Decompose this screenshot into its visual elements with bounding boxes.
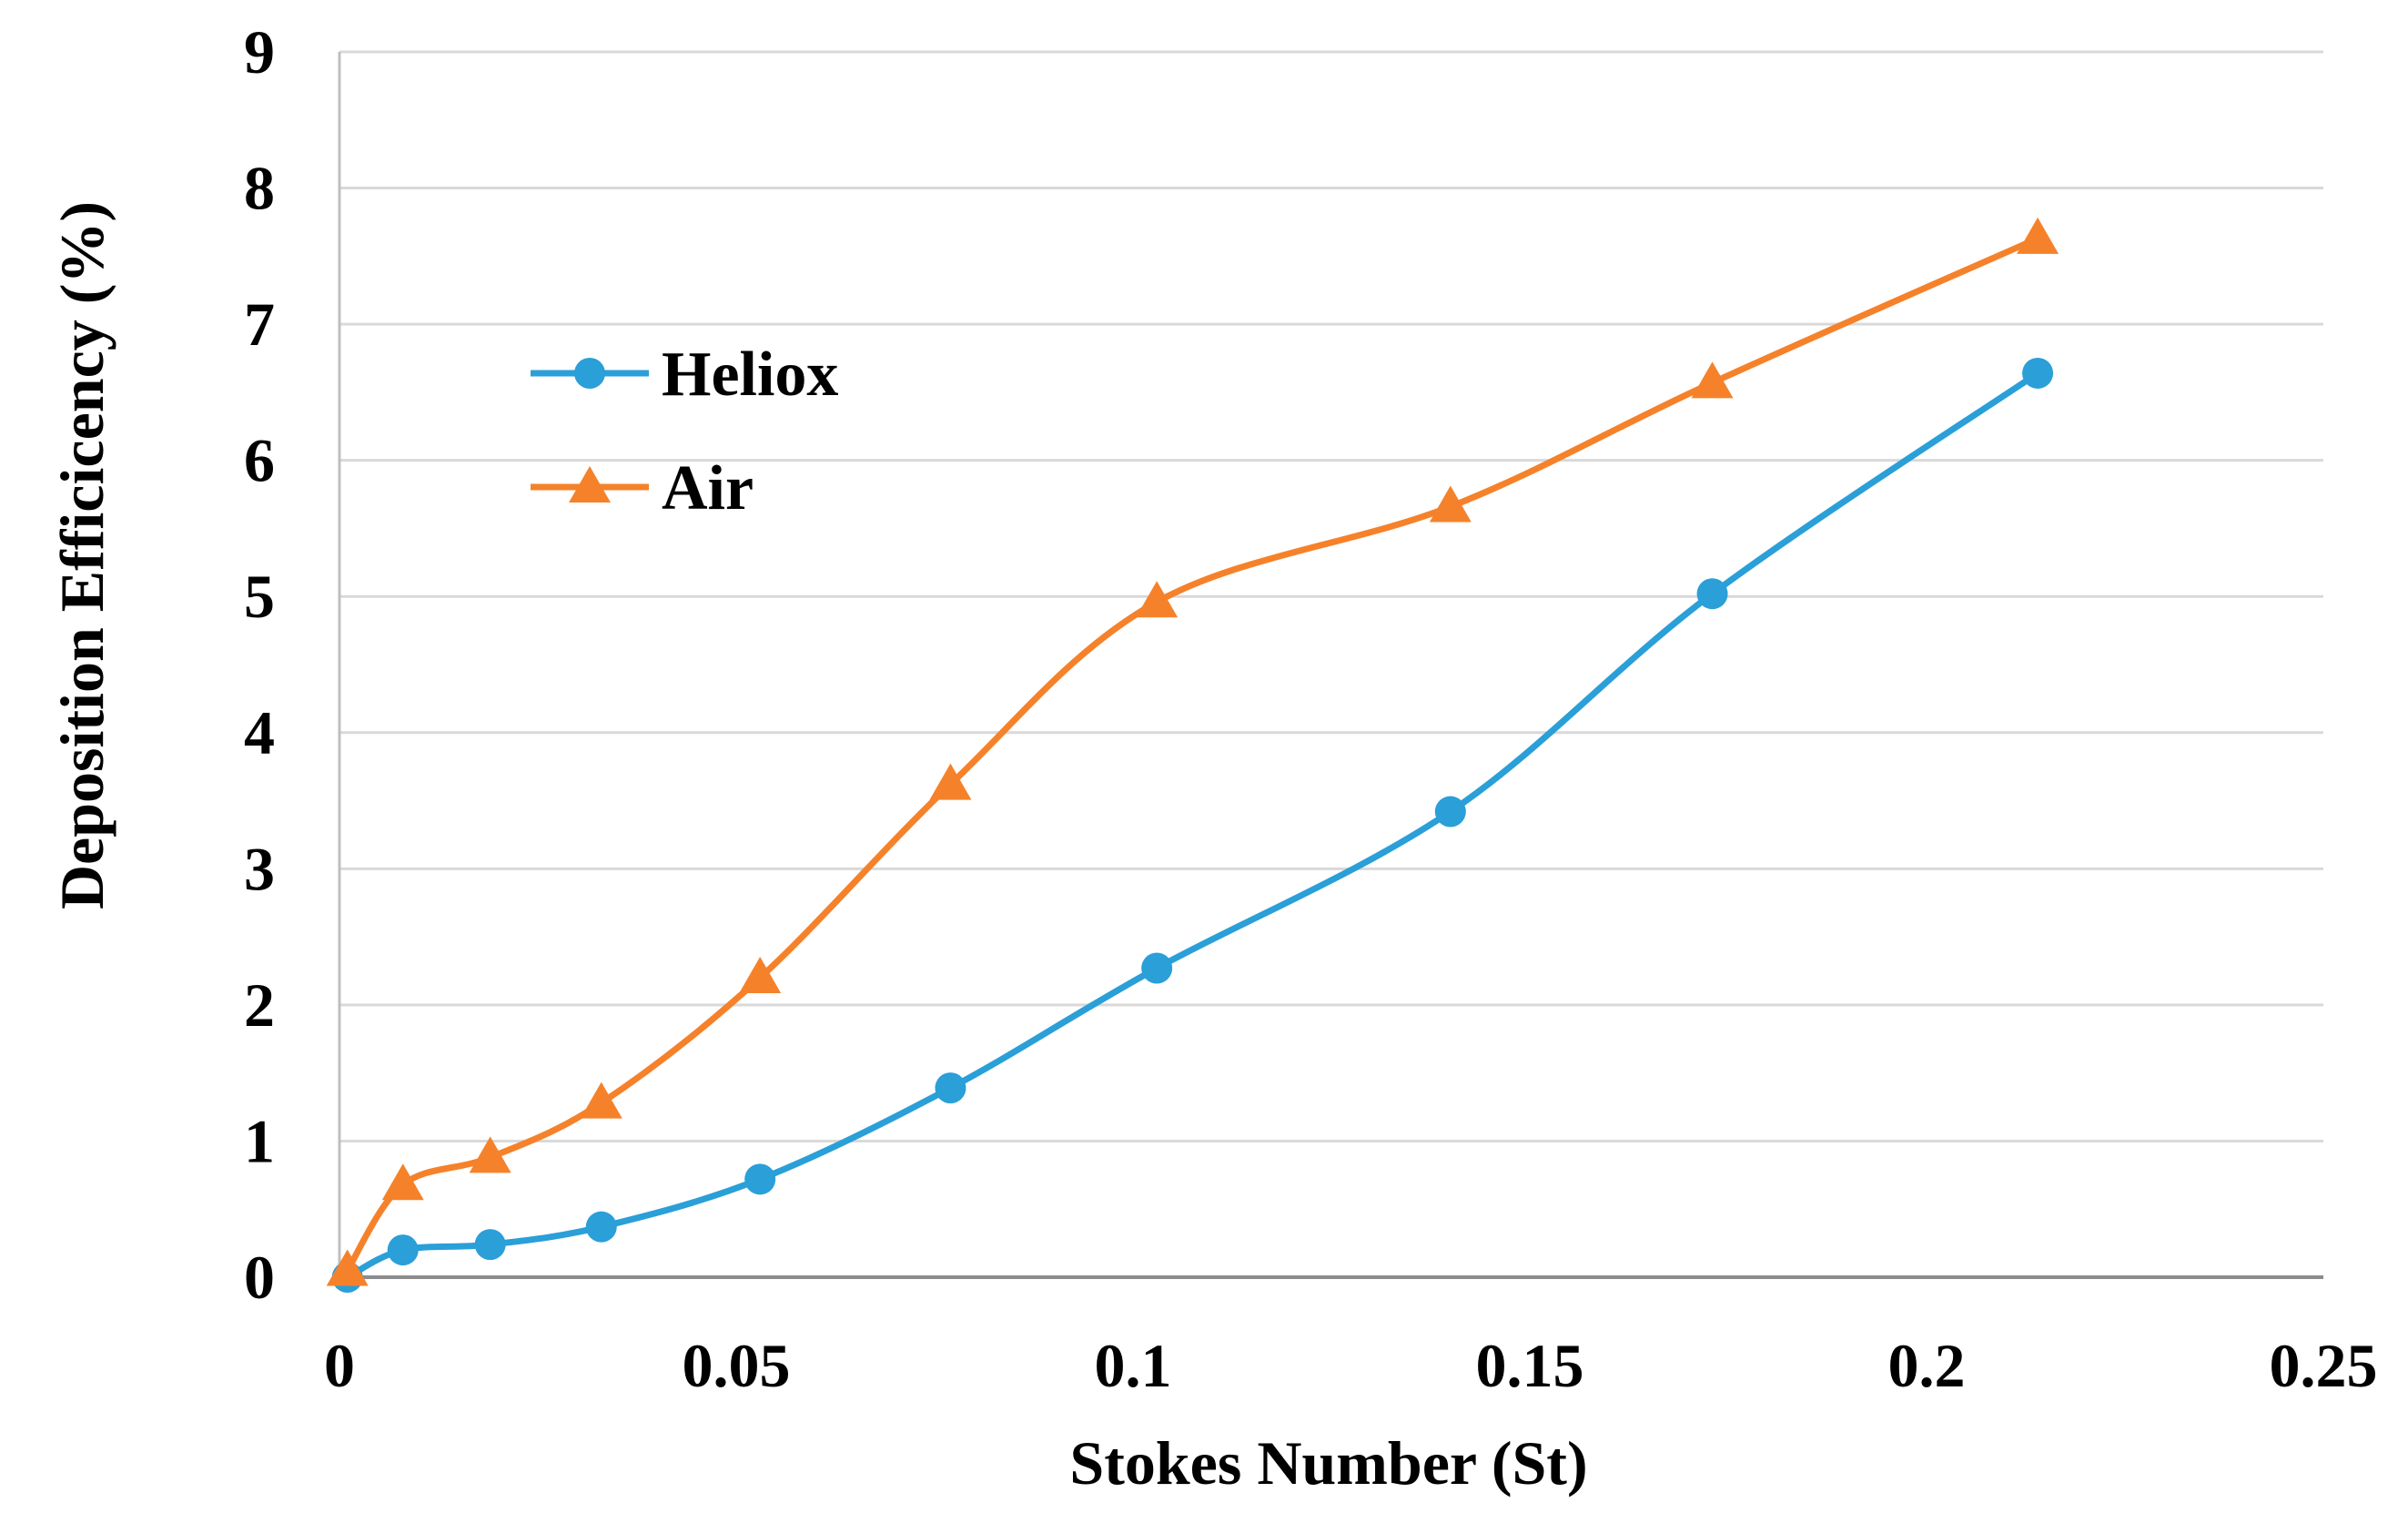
- data-point-air: [381, 1163, 424, 1201]
- y-tick-label: 1: [244, 1106, 275, 1175]
- y-tick-labels: 0 1 2 3 4 5 6 7 8 9: [244, 17, 275, 1312]
- y-tick-label: 4: [244, 698, 275, 767]
- data-point-heliox: [744, 1163, 776, 1195]
- data-point-air: [929, 763, 972, 800]
- axes: [338, 52, 2323, 1279]
- legend-item-air: Air: [531, 453, 754, 523]
- data-point-heliox: [935, 1072, 966, 1104]
- data-point-air: [739, 956, 782, 993]
- data-point-air: [1429, 485, 1472, 523]
- data-point-air: [326, 1249, 369, 1286]
- x-tick-labels: 0 0.05 0.1 0.15 0.2 0.25: [324, 1331, 2378, 1400]
- data-point-heliox: [474, 1229, 506, 1261]
- data-point-heliox: [387, 1234, 419, 1266]
- legend-label-air: Air: [662, 453, 754, 523]
- x-tick-label: 0.1: [1095, 1331, 1172, 1400]
- data-point-heliox: [585, 1211, 617, 1243]
- x-tick-label: 0.2: [1888, 1331, 1966, 1400]
- x-tick-label: 0.25: [2270, 1331, 2378, 1400]
- y-tick-label: 7: [244, 289, 275, 359]
- x-tick-label: 0: [324, 1331, 355, 1400]
- data-point-air: [1136, 581, 1179, 618]
- series-air: [326, 217, 2059, 1286]
- legend-item-heliox: Heliox: [531, 340, 838, 410]
- data-point-heliox: [1696, 578, 1728, 610]
- y-tick-label: 0: [244, 1243, 275, 1312]
- data-point-heliox: [1141, 952, 1173, 984]
- data-point-air: [2017, 217, 2059, 254]
- x-axis-title: Stokes Number (St): [1069, 1428, 1587, 1498]
- gridlines: [339, 50, 2323, 1142]
- y-tick-label: 8: [244, 154, 275, 223]
- y-tick-label: 2: [244, 970, 275, 1040]
- legend: Heliox Air: [531, 340, 838, 523]
- series-line-heliox: [344, 370, 2041, 1281]
- x-tick-label: 0.05: [683, 1331, 791, 1400]
- y-tick-label: 6: [244, 426, 275, 495]
- legend-label-heliox: Heliox: [662, 340, 838, 410]
- legend-marker-heliox: [574, 358, 605, 389]
- data-point-heliox: [1434, 796, 1466, 827]
- y-tick-label: 9: [244, 17, 275, 86]
- data-point-air: [469, 1136, 511, 1173]
- y-tick-label: 5: [244, 562, 275, 631]
- data-point-air: [580, 1081, 622, 1119]
- x-tick-label: 0.15: [1476, 1331, 1584, 1400]
- y-axis-title: Deposition Efficicency (%): [47, 201, 116, 909]
- y-tick-label: 3: [244, 834, 275, 903]
- series-layer: [326, 217, 2059, 1293]
- data-point-heliox: [2022, 357, 2054, 389]
- data-point-air: [1691, 361, 1734, 399]
- legend-marker-air: [569, 466, 611, 503]
